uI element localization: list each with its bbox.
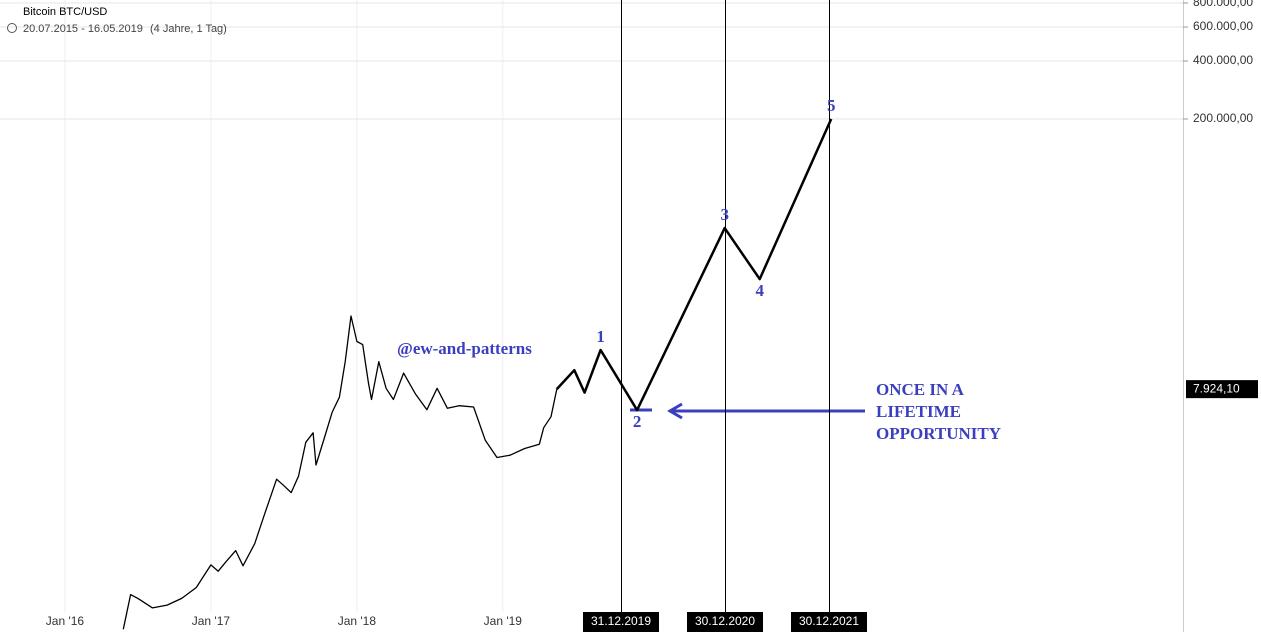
last-price-label: 7.924,10 (1193, 381, 1240, 395)
clock-icon (7, 23, 17, 33)
callout-line: ONCE IN A (876, 380, 965, 399)
date-range: 20.07.2015 - 16.05.2019 (23, 23, 143, 35)
last-price-box (1186, 380, 1258, 399)
x-tick-label: Jan '19 (484, 614, 523, 628)
callout-line: LIFETIME (876, 402, 961, 421)
wave-label: 2 (633, 412, 642, 431)
wave-label: 5 (827, 96, 836, 115)
event-label: 30.12.2021 (799, 614, 859, 628)
event-label-box (583, 612, 659, 632)
event-label-box (791, 612, 867, 632)
chart-title: Bitcoin BTC/USD (23, 6, 107, 18)
wave-label: 4 (755, 281, 764, 300)
y-tick-label: 800.000,00 (1193, 0, 1253, 9)
event-label: 31.12.2019 (591, 614, 651, 628)
price-line (555, 118, 833, 412)
x-tick-label: Jan '16 (46, 614, 85, 628)
duration: (4 Jahre, 1 Tag) (150, 23, 227, 35)
x-tick-label: Jan '17 (192, 614, 231, 628)
event-label: 30.12.2020 (695, 614, 755, 628)
watermark: @ew-and-patterns (397, 339, 532, 358)
event-label-box (687, 612, 763, 632)
price-line (122, 315, 558, 630)
wave-label: 1 (596, 327, 605, 346)
y-tick-label: 200.000,00 (1193, 111, 1253, 125)
wave-label: 3 (720, 205, 729, 224)
y-tick-label: 400.000,00 (1193, 53, 1253, 67)
arrow-head (667, 402, 683, 420)
callout-line: OPPORTUNITY (876, 424, 1001, 443)
x-tick-label: Jan '18 (338, 614, 377, 628)
y-tick-label: 600.000,00 (1193, 19, 1253, 33)
